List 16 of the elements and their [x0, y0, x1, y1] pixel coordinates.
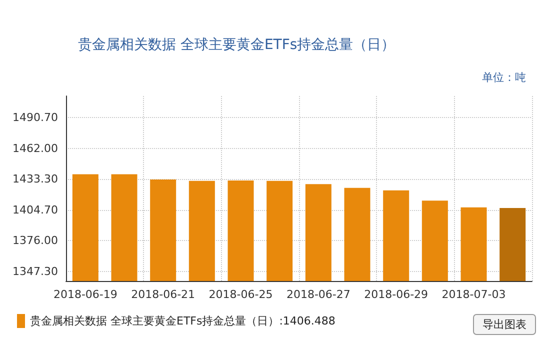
y-tick-label: 1404.70: [12, 203, 58, 216]
x-tick-label: 2018-07-03: [442, 288, 506, 301]
y-tick-label: 1462.00: [12, 142, 58, 155]
y-tick-label: 1490.70: [12, 111, 58, 124]
text: 导出图表: [482, 318, 526, 331]
x-tick-label: 2018-06-19: [53, 288, 118, 301]
y-tick-label: 1433.30: [12, 172, 58, 186]
y-tick-label: 1376.00: [12, 234, 58, 248]
x-tick-label: 2018-06-27: [286, 288, 350, 301]
x-tick-label: 2018-06-29: [364, 288, 428, 301]
x-tick-label: 2018-06-21: [131, 288, 196, 301]
text: 单位：吨: [482, 71, 526, 84]
y-tick-label: 1347.30: [12, 264, 58, 278]
legend-label: 贵金属相关数据 全球主要黄金ETFs持金总量（日）:1406.488: [30, 314, 336, 328]
x-tick-label: 2018-06-25: [208, 288, 273, 301]
chart-title: 贵金属相关数据 全球主要黄金ETFs持金总量（日）: [78, 37, 396, 53]
